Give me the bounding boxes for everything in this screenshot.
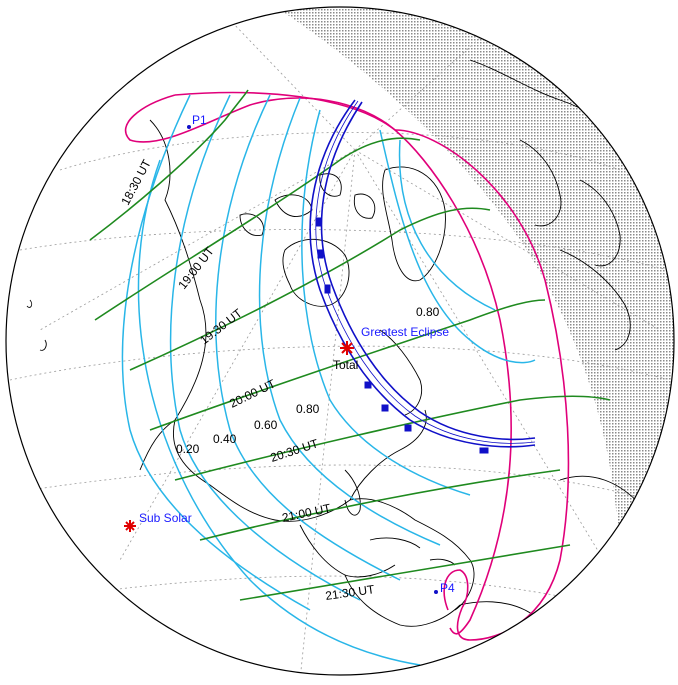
central-path-ticks bbox=[315, 217, 489, 454]
sub-solar-marker bbox=[124, 520, 136, 532]
label-mag-080-upper: 0.80 bbox=[416, 305, 440, 319]
greatest-eclipse-marker bbox=[340, 341, 354, 355]
label-total: Total bbox=[333, 358, 358, 372]
p4-point bbox=[434, 590, 438, 594]
night-shade bbox=[250, 7, 674, 675]
globe-outline bbox=[5, 6, 675, 676]
label-ut-2130: 21:30 UT bbox=[324, 582, 375, 603]
label-p4: P4 bbox=[440, 581, 455, 595]
label-greatest-eclipse: Greatest Eclipse bbox=[361, 325, 449, 339]
label-mag-040: 0.40 bbox=[213, 432, 237, 446]
ut-curves bbox=[89, 89, 611, 601]
p1-point bbox=[187, 125, 191, 129]
label-p1: P1 bbox=[192, 113, 207, 127]
magnitude-curves bbox=[121, 94, 536, 666]
label-mag-060: 0.60 bbox=[254, 418, 278, 432]
label-sub-solar: Sub Solar bbox=[139, 511, 192, 525]
label-mag-020: 0.20 bbox=[176, 442, 200, 456]
label-mag-080-lower: 0.80 bbox=[296, 402, 320, 416]
penumbral-limits bbox=[124, 91, 570, 641]
